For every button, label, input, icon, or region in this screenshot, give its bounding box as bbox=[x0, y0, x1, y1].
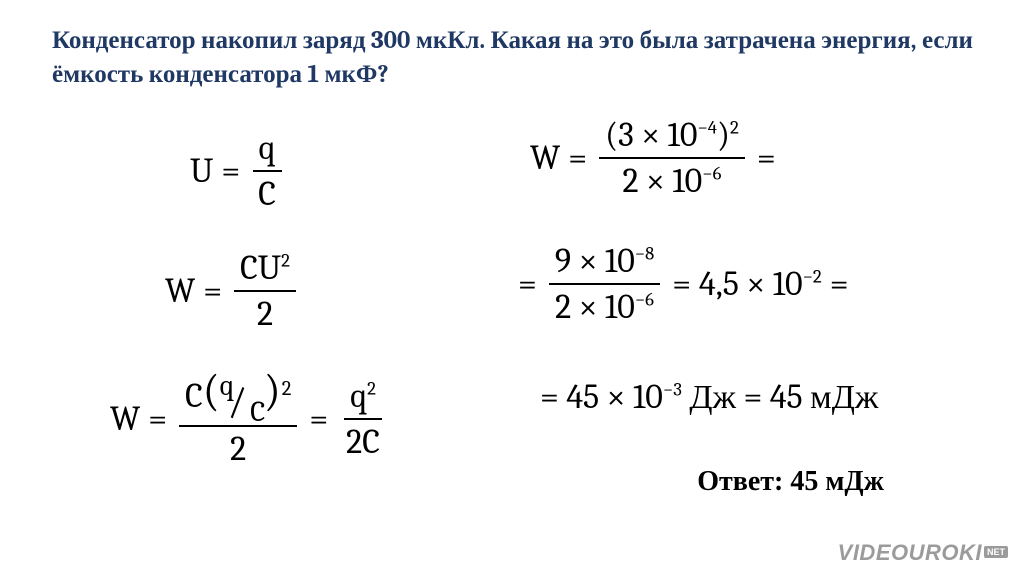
fraction-cu2-2: CU2 2 bbox=[234, 248, 296, 334]
equals: = bbox=[568, 138, 587, 178]
fraction-c-qc-2: C(q∕C)2 2 bbox=[179, 368, 297, 469]
exponent-neg6: −6 bbox=[635, 289, 654, 311]
den-text: 2 × 10 bbox=[555, 287, 635, 327]
var-w: W bbox=[165, 271, 195, 311]
numerator: CU2 bbox=[234, 248, 296, 292]
exponent-neg6: −6 bbox=[702, 163, 721, 185]
formula-u-eq-q-over-c: U = q C bbox=[190, 128, 460, 214]
diag-den: C bbox=[250, 396, 265, 429]
formula-final: = 45 × 10−3 Дж = 45 мДж bbox=[540, 377, 1010, 417]
result-line: = 45 × 10−3 Дж = 45 мДж bbox=[540, 377, 878, 417]
exponent-neg8: −8 bbox=[635, 243, 654, 265]
num-open: (3 × 10 bbox=[605, 115, 697, 155]
equals-trailing: = bbox=[830, 264, 849, 304]
num-q: q bbox=[350, 376, 367, 416]
numerator: q bbox=[253, 128, 282, 172]
den-text: 2 × 10 bbox=[623, 161, 703, 201]
denominator: 2 × 10−6 bbox=[549, 285, 660, 327]
denominator: 2 bbox=[251, 292, 279, 334]
denominator: 2 × 10−6 bbox=[617, 159, 728, 201]
exponent-2: 2 bbox=[281, 250, 290, 272]
equals: = bbox=[203, 271, 222, 311]
formula-w-cu2-over-2: W = CU2 2 bbox=[165, 248, 460, 334]
exponent-neg3: −3 bbox=[663, 379, 682, 401]
left-formula-column: U = q C W = CU2 2 W = C( bbox=[110, 120, 460, 469]
num-text: CU bbox=[240, 248, 281, 288]
numerator: 9 × 10−8 bbox=[549, 241, 660, 285]
exponent-neg2: −2 bbox=[803, 266, 822, 288]
result-text: 4,5 × 10 bbox=[699, 264, 803, 304]
denominator: 2C bbox=[340, 420, 386, 462]
num-c: C bbox=[185, 376, 203, 416]
numerator: C(q∕C)2 bbox=[179, 368, 297, 427]
exponent-2: 2 bbox=[282, 378, 292, 401]
equals: = bbox=[672, 264, 691, 304]
watermark-tag: NET bbox=[984, 546, 1008, 558]
result-4-5: 4,5 × 10−2 bbox=[699, 264, 822, 304]
diagonal-fraction-q-c: q∕C bbox=[220, 380, 264, 417]
var-w: W bbox=[110, 399, 140, 439]
numerator: q2 bbox=[344, 376, 382, 420]
var-u: U bbox=[190, 151, 213, 191]
equals: = bbox=[221, 151, 240, 191]
exponent-neg4: −4 bbox=[697, 117, 717, 139]
num-text: 9 × 10 bbox=[555, 241, 635, 281]
fraction-q2-2c: q2 2C bbox=[340, 376, 386, 462]
equals: = bbox=[148, 399, 167, 439]
formula-step2: = 9 × 10−8 2 × 10−6 = 4,5 × 10−2 = bbox=[510, 241, 1010, 327]
formula-substitution: W = (3 × 10−4)2 2 × 10−6 = bbox=[530, 115, 1010, 201]
equals-leading: = bbox=[518, 264, 537, 304]
exponent-2: 2 bbox=[730, 117, 739, 139]
exponent-2: 2 bbox=[367, 377, 376, 399]
watermark: VIDEOUROKINET bbox=[838, 540, 1008, 566]
result-pre: = 45 × 10 bbox=[540, 377, 663, 417]
paren-close: ) bbox=[264, 366, 281, 417]
diag-num: q bbox=[220, 370, 234, 403]
num-close: ) bbox=[717, 115, 730, 155]
problem-title: Конденсатор накопил заряд 300 мкКл. Кака… bbox=[52, 24, 974, 92]
equals: = bbox=[309, 399, 328, 439]
fraction-step2: 9 × 10−8 2 × 10−6 bbox=[549, 241, 660, 327]
result-units: Дж = 45 мДж bbox=[682, 377, 879, 417]
denominator: C bbox=[252, 172, 282, 214]
numerator: (3 × 10−4)2 bbox=[599, 115, 745, 159]
equals-trailing: = bbox=[757, 138, 776, 178]
paren-open: ( bbox=[203, 366, 220, 417]
right-formula-column: W = (3 × 10−4)2 2 × 10−6 = = 9 × 10−8 bbox=[530, 115, 1010, 417]
slash: ∕ bbox=[235, 378, 239, 429]
fraction-q-c: q C bbox=[252, 128, 282, 214]
formula-w-derivation: W = C(q∕C)2 2 = q2 2C bbox=[110, 368, 460, 469]
watermark-main: VIDEOUROKI bbox=[838, 540, 982, 565]
fraction-subst: (3 × 10−4)2 2 × 10−6 bbox=[599, 115, 745, 201]
denominator: 2 bbox=[224, 427, 252, 469]
answer-line: Ответ: 45 мДж bbox=[697, 466, 884, 498]
var-w: W bbox=[530, 138, 560, 178]
